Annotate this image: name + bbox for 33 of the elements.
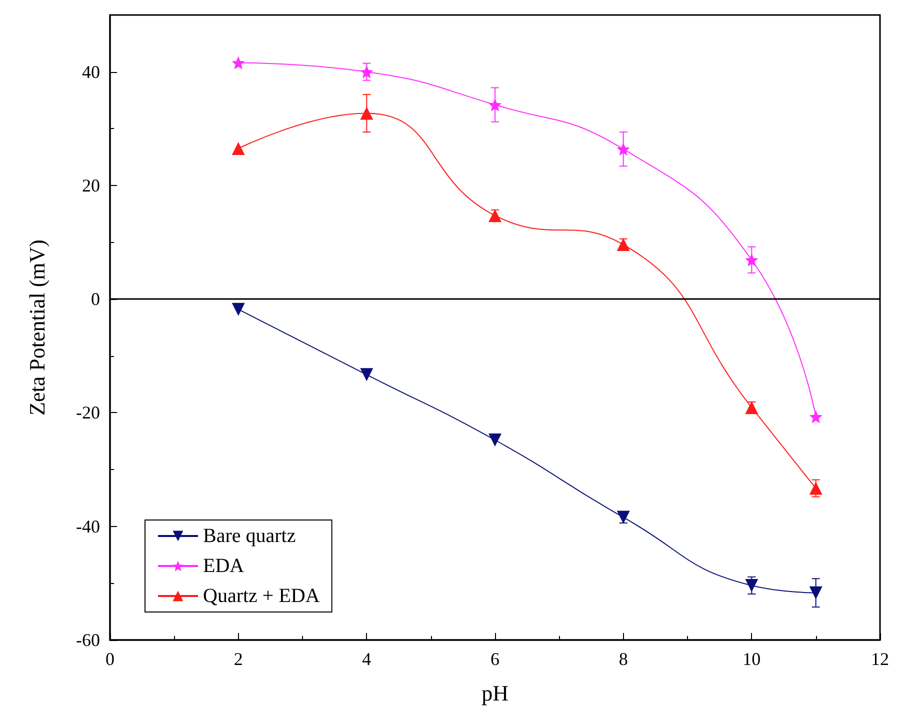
legend-label: EDA <box>203 555 245 577</box>
y-tick-label: -60 <box>76 630 100 650</box>
y-tick-label: 40 <box>82 62 100 82</box>
point <box>232 142 245 156</box>
point <box>809 482 822 495</box>
x-tick-label: 8 <box>618 649 628 669</box>
point <box>360 368 374 382</box>
x-axis-title: pH <box>482 680 509 706</box>
y-tick-label: 20 <box>82 175 100 196</box>
point <box>745 578 758 592</box>
x-tick-label: 12 <box>871 649 889 669</box>
legend-label: Quartz + EDA <box>203 585 320 607</box>
point <box>488 434 502 446</box>
point <box>232 56 245 70</box>
x-tick-label: 6 <box>490 649 500 669</box>
legend-label: Bare quartz <box>203 525 296 547</box>
point <box>360 106 374 120</box>
point <box>809 586 822 600</box>
point <box>616 142 630 156</box>
point <box>360 65 374 78</box>
y-tick-label: -40 <box>76 516 100 536</box>
x-tick-label: 4 <box>362 649 372 669</box>
x-tick-label: 0 <box>106 649 114 669</box>
y-tick-label: 0 <box>91 289 100 310</box>
point <box>745 253 758 266</box>
y-axis-title: Zeta Potential (mV) <box>24 240 50 416</box>
y-tick-label: -20 <box>76 402 100 423</box>
x-tick-label: 10 <box>742 649 761 669</box>
point <box>488 98 502 112</box>
x-tick-label: 2 <box>234 649 243 669</box>
point <box>809 410 822 424</box>
point <box>488 209 502 222</box>
point <box>232 302 245 316</box>
